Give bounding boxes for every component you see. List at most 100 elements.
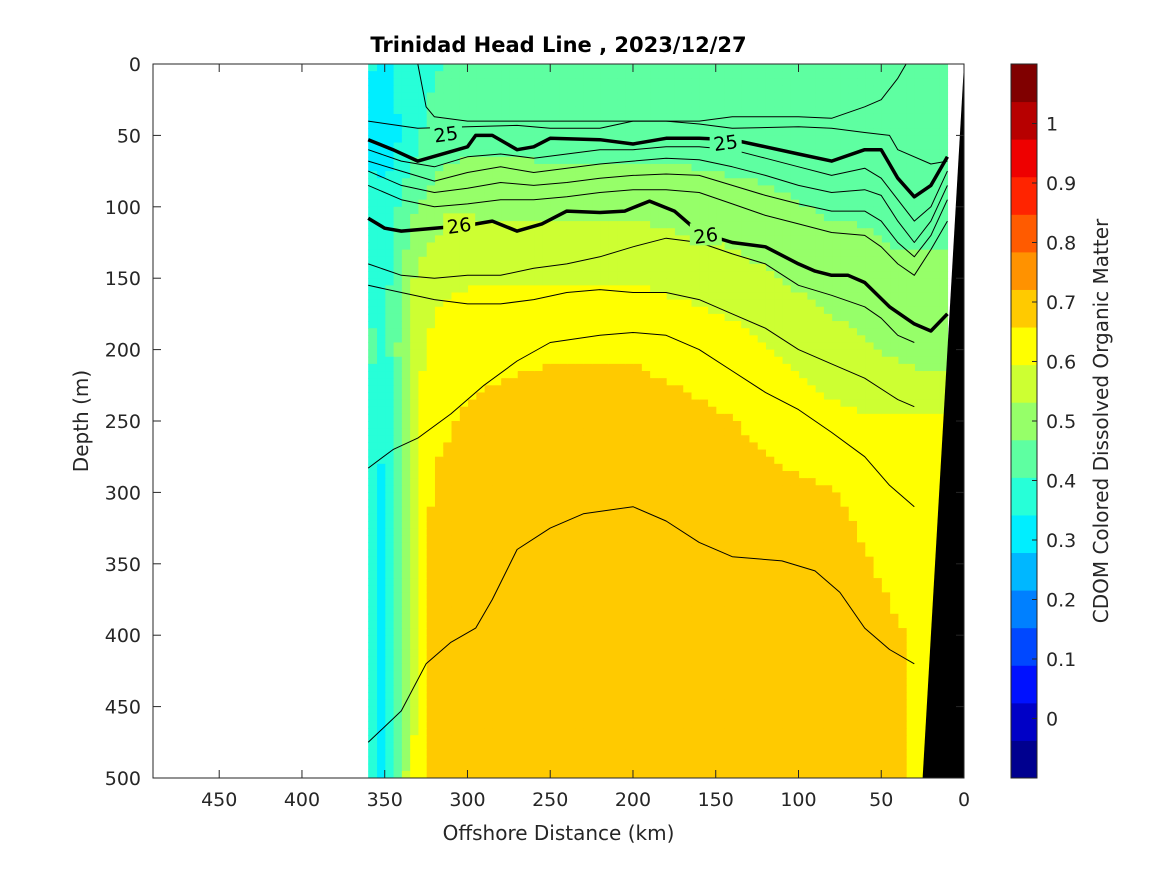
field-cell bbox=[575, 428, 584, 436]
field-cell bbox=[641, 749, 651, 758]
field-cell bbox=[781, 242, 791, 251]
field-cell bbox=[798, 392, 808, 401]
field-cell bbox=[666, 121, 675, 129]
field-cell bbox=[724, 520, 733, 529]
field-cell bbox=[906, 749, 915, 758]
field-cell bbox=[732, 485, 742, 493]
field-cell bbox=[823, 699, 833, 708]
field-cell bbox=[897, 585, 907, 593]
field-cell bbox=[608, 213, 618, 222]
field-cell bbox=[864, 592, 874, 601]
field-cell bbox=[533, 363, 543, 372]
field-cell bbox=[550, 78, 560, 87]
field-cell bbox=[707, 599, 717, 608]
field-cell bbox=[541, 121, 551, 129]
field-cell bbox=[533, 570, 543, 579]
field-cell bbox=[790, 578, 800, 586]
field-cell bbox=[599, 570, 609, 579]
field-cell bbox=[773, 435, 783, 444]
field-cell bbox=[881, 92, 891, 101]
field-cell bbox=[881, 421, 891, 429]
field-cell bbox=[599, 71, 609, 79]
field-cell bbox=[806, 385, 816, 394]
field-cell bbox=[757, 85, 766, 94]
field-cell bbox=[533, 85, 543, 94]
field-cell bbox=[740, 435, 750, 444]
field-cell bbox=[872, 392, 882, 401]
field-cell bbox=[781, 299, 791, 308]
field-cell bbox=[897, 413, 907, 422]
field-cell bbox=[591, 235, 601, 244]
field-cell bbox=[889, 206, 899, 215]
field-cell bbox=[922, 470, 932, 479]
field-cell bbox=[765, 770, 775, 778]
field-cell bbox=[641, 321, 651, 329]
field-cell bbox=[632, 121, 642, 129]
field-cell bbox=[690, 206, 700, 215]
field-cell bbox=[616, 706, 626, 715]
field-cell bbox=[839, 199, 849, 208]
field-cell bbox=[724, 542, 733, 551]
field-cell bbox=[815, 720, 824, 729]
field-cell bbox=[608, 113, 618, 122]
field-cell bbox=[765, 563, 775, 572]
field-cell bbox=[624, 706, 634, 715]
field-cell bbox=[649, 149, 659, 158]
field-cell bbox=[872, 171, 882, 179]
field-cell bbox=[922, 492, 932, 501]
field-cell bbox=[657, 578, 667, 586]
field-cell bbox=[674, 99, 684, 108]
field-cell bbox=[550, 628, 560, 636]
field-cell bbox=[914, 292, 924, 301]
field-cell bbox=[798, 428, 808, 436]
field-cell bbox=[922, 321, 932, 329]
field-cell bbox=[707, 335, 717, 344]
field-cell bbox=[541, 620, 551, 629]
field-cell bbox=[591, 442, 601, 451]
field-cell bbox=[608, 321, 618, 329]
field-cell bbox=[798, 171, 808, 179]
field-cell bbox=[624, 720, 634, 729]
field-cell bbox=[616, 413, 626, 422]
field-cell bbox=[806, 563, 816, 572]
field-cell bbox=[591, 299, 601, 308]
field-cell bbox=[566, 406, 576, 415]
field-cell bbox=[583, 663, 593, 672]
field-cell bbox=[856, 642, 866, 651]
field-cell bbox=[624, 242, 634, 251]
field-cell bbox=[848, 199, 858, 208]
field-cell bbox=[914, 578, 924, 586]
field-cell bbox=[831, 128, 841, 136]
field-cell bbox=[649, 728, 659, 736]
field-cell bbox=[872, 221, 882, 229]
field-cell bbox=[550, 163, 560, 172]
field-cell bbox=[715, 492, 725, 501]
field-cell bbox=[740, 385, 750, 394]
field-cell bbox=[583, 113, 593, 122]
field-cell bbox=[632, 756, 642, 765]
field-cell bbox=[690, 485, 700, 493]
field-cell bbox=[616, 142, 626, 151]
field-cell bbox=[790, 499, 800, 508]
field-cell bbox=[566, 642, 576, 651]
field-cell bbox=[682, 149, 692, 158]
field-cell bbox=[781, 599, 791, 608]
field-cell bbox=[657, 71, 667, 79]
field-cell bbox=[724, 678, 733, 686]
field-cell bbox=[839, 499, 849, 508]
field-cell bbox=[773, 678, 783, 686]
field-cell bbox=[897, 535, 907, 543]
field-cell bbox=[914, 656, 924, 665]
field-cell bbox=[831, 349, 841, 358]
field-cell bbox=[781, 492, 791, 501]
field-cell bbox=[682, 578, 692, 586]
field-cell bbox=[872, 492, 882, 501]
field-cell bbox=[823, 413, 833, 422]
field-cell bbox=[815, 313, 824, 322]
field-cell bbox=[682, 313, 692, 322]
field-cell bbox=[699, 713, 709, 722]
field-cell bbox=[533, 692, 543, 701]
field-cell bbox=[682, 485, 692, 493]
field-cell bbox=[690, 213, 700, 222]
field-cell bbox=[599, 349, 609, 358]
